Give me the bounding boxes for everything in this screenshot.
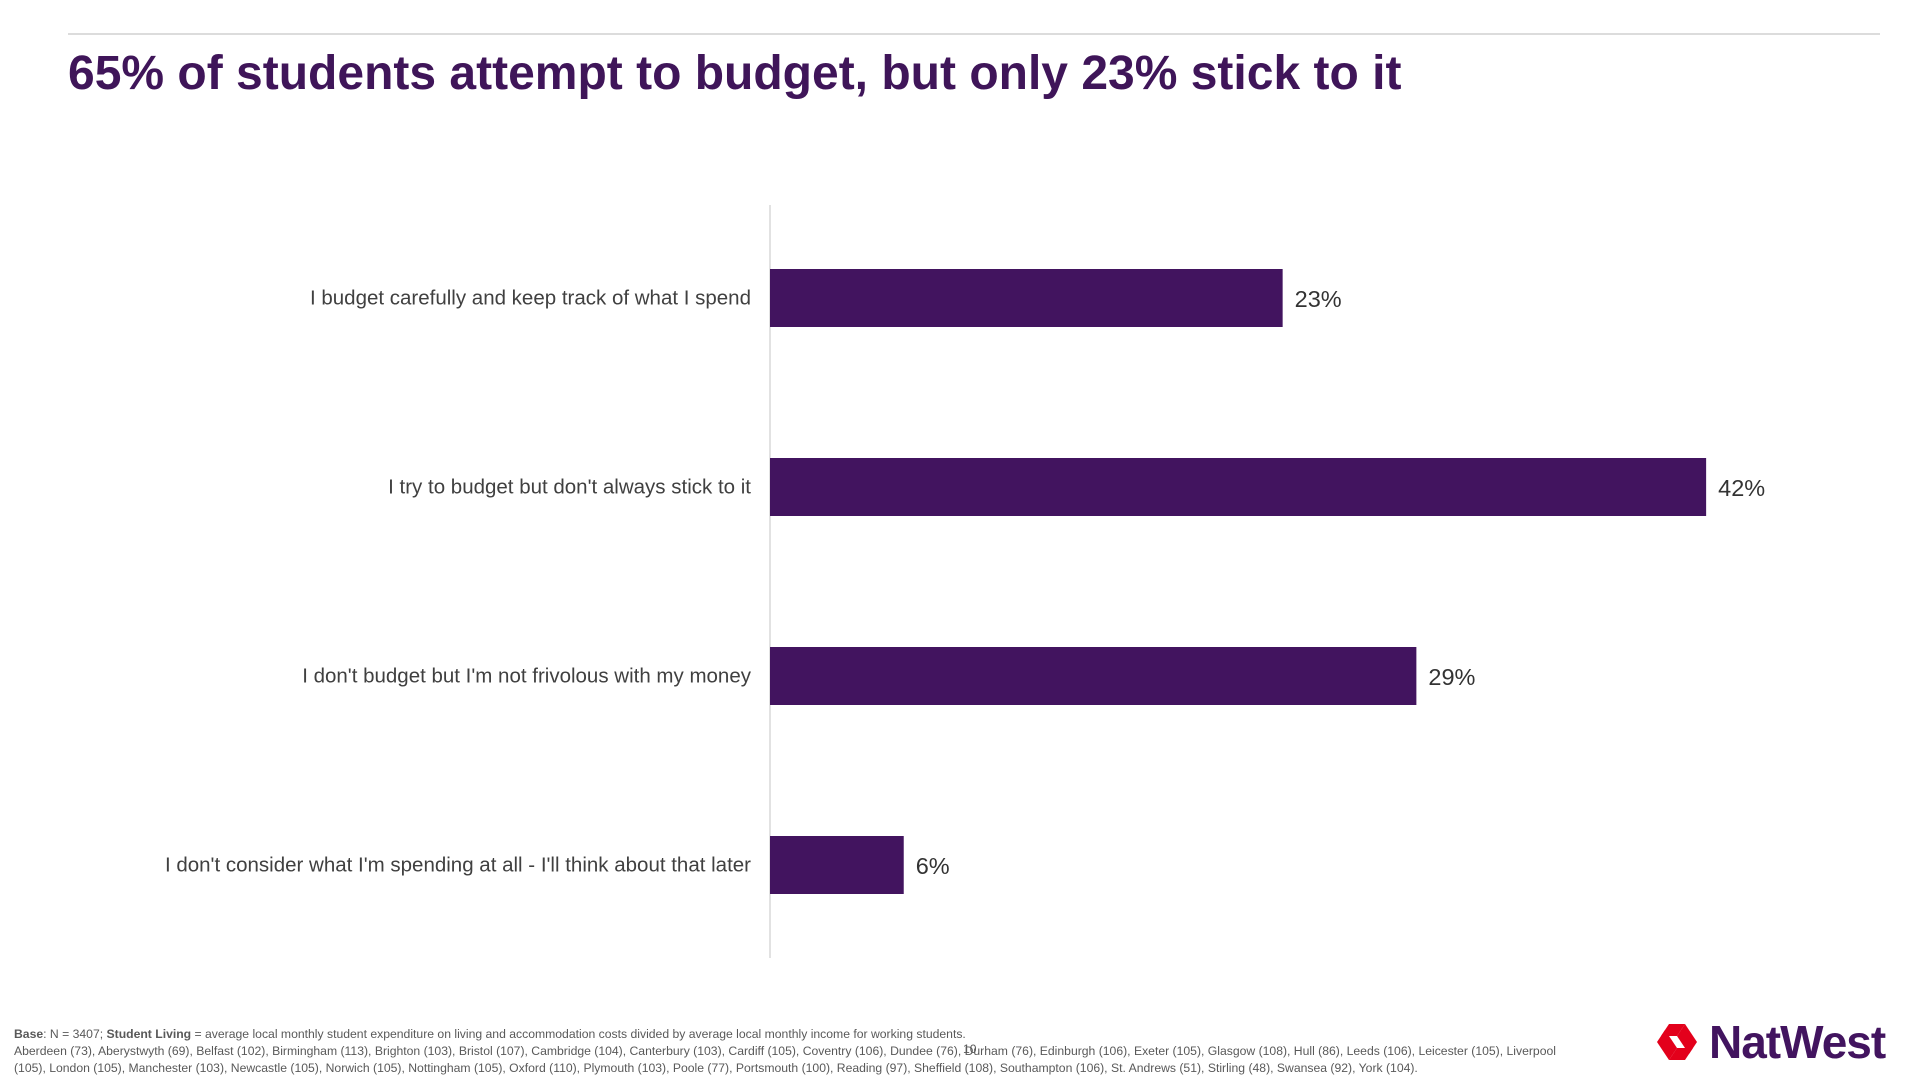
footnote-base-text: : N = 3407; [43,1027,107,1041]
page-title: 65% of students attempt to budget, but o… [68,47,1402,100]
bar-2 [770,458,1707,516]
footnote-student-living-label: Student Living [106,1027,192,1041]
footnote-base-line: Base: N = 3407; Student Living = average… [14,1026,1584,1043]
data-label-1: 23% [1295,286,1342,312]
data-label-4: 6% [916,853,950,879]
bar-1 [770,269,1283,327]
category-label-2: I try to budget but don't always stick t… [388,476,751,499]
natwest-logo: NatWest [1655,1012,1886,1072]
category-label-4: I don't consider what I'm spending at al… [165,854,751,877]
footnote-base-label: Base [14,1027,44,1041]
data-label-2: 42% [1718,475,1765,501]
data-label-3: 29% [1428,664,1475,690]
natwest-logo-text: NatWest [1709,1016,1886,1068]
natwest-cube-icon [1657,1024,1697,1060]
bar-chart: I budget carefully and keep track of wha… [165,205,1765,958]
page-number: 10 [963,1042,977,1056]
top-divider [68,33,1880,35]
bar-3 [770,647,1417,705]
bar-4 [770,836,904,894]
category-label-1: I budget carefully and keep track of wha… [310,287,751,310]
category-label-3: I don't budget but I'm not frivolous wit… [302,665,752,688]
footnote-cities: Aberdeen (73), Aberystwyth (69), Belfast… [14,1044,1556,1075]
footnote: Base: N = 3407; Student Living = average… [14,1026,1584,1077]
footnote-student-living-text: = average local monthly student expendit… [191,1027,966,1041]
